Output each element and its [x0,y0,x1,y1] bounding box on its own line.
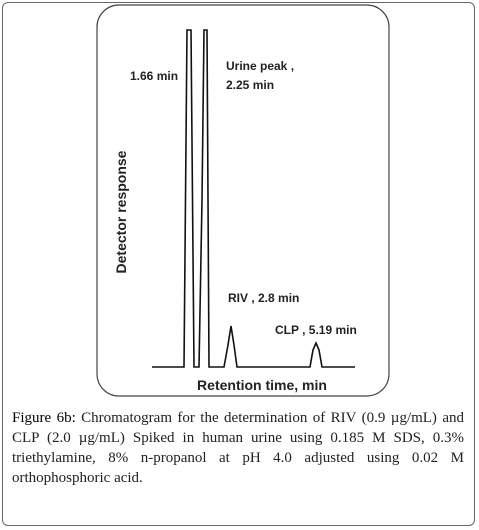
frame [2,2,475,526]
y-axis-label: Detector response [113,150,129,273]
figure-frame [96,4,390,397]
x-axis-label: Retention time, min [197,377,327,393]
annotation: Urine peak , [226,59,294,73]
annotation: 2.25 min [226,78,274,92]
trace [152,29,355,368]
caption-text: Chromatogram for the determination of RI… [12,410,465,486]
chromatogram: 1.66 min Urine peak , 2.25 min RIV , 2.8… [96,4,390,397]
annotation: CLP , 5.19 min [275,323,357,337]
caption-label: Figure 6b: [12,410,76,426]
annotation: RIV , 2.8 min [228,291,299,305]
annotation: 1.66 min [130,69,178,83]
caption: Figure 6b: Chromatogram for the determin… [12,408,464,488]
